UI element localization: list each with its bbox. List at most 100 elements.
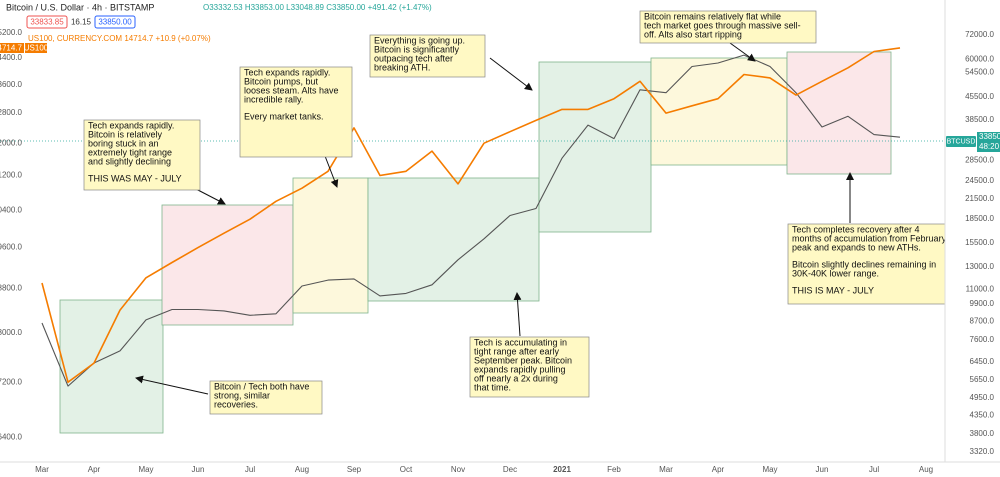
- annotation-box: [369, 34, 486, 78]
- bid-box: [26, 15, 68, 29]
- bid: 33833.85: [30, 18, 64, 27]
- ohlc: O33332.53 H33853.00 L33048.89 C33850.00 …: [203, 3, 432, 12]
- y2-tick-label: 3800.0: [970, 429, 995, 438]
- us100-name: US100: [24, 44, 49, 53]
- x-tick-label: Feb: [607, 465, 621, 474]
- y2-tick-label: 6450.0: [970, 357, 995, 366]
- region: [292, 177, 369, 314]
- y2-tick-label: 9900.0: [970, 299, 995, 308]
- btc-countdown: 48:20: [979, 142, 1000, 151]
- right-axis-bg: [945, 0, 1000, 477]
- y-tick-label: 8800.0: [0, 283, 23, 292]
- y-tick-label: 11200.0: [0, 171, 23, 180]
- annotation-line: Tech completes recovery after 4: [792, 224, 920, 234]
- annotation-box: [469, 336, 590, 398]
- y2-tick-label: 13000.0: [965, 262, 994, 271]
- arrow: [195, 188, 226, 205]
- y-tick-label: 12800.0: [0, 108, 23, 117]
- annotation-line: Tech expands rapidly.: [244, 67, 330, 77]
- y2-tick-label: 21500.0: [965, 194, 994, 203]
- x-tick-label: Jun: [816, 465, 829, 474]
- btc-name: BTCUSD: [947, 138, 976, 145]
- y-tick-label: 13600.0: [0, 80, 23, 89]
- annotation-line: Bitcoin is relatively: [88, 129, 163, 139]
- annotation-line: outpacing tech after: [374, 53, 453, 63]
- x-tick-label: Dec: [503, 465, 517, 474]
- x-tick-label: Mar: [35, 465, 49, 474]
- annotation-line: Every market tanks.: [244, 111, 324, 121]
- series-line: [41, 47, 901, 383]
- ask-box: [94, 15, 136, 29]
- y-tick-label: 10400.0: [0, 205, 23, 214]
- annotation-line: 30K-40K lower range.: [792, 268, 879, 278]
- x-tick-label: Jul: [869, 465, 879, 474]
- y2-tick-label: 54500.0: [965, 68, 994, 77]
- axes: 15200.0 14400.0 13600.0 12800.0 12000.0 11200…: [0, 28, 995, 474]
- annotation-line: months of accumulation from February: [792, 233, 947, 243]
- x-tick-label: Jul: [245, 465, 255, 474]
- annotation: Everything is going up.Bitcoin is signif…: [369, 34, 486, 78]
- x-tick-label: May: [762, 465, 777, 474]
- annotation-line: Tech expands rapidly.: [88, 120, 174, 130]
- y2-tick-label: 28500.0: [965, 156, 994, 165]
- arrow: [135, 375, 209, 395]
- y2-tick-label: 45500.0: [965, 92, 994, 101]
- plot: [41, 47, 901, 387]
- annotation-line: peak and expands to new ATHs.: [792, 242, 921, 252]
- y2-tick-label: 7600.0: [970, 335, 995, 344]
- arrows: [135, 42, 854, 395]
- annotation-line: looses steam. Alts have: [244, 85, 339, 95]
- annotation-box: [83, 119, 201, 191]
- region: [786, 51, 892, 175]
- y2-tick-label: 60000.0: [965, 55, 994, 64]
- annotation-line: strong, similar: [214, 390, 270, 400]
- annotation-line: THIS IS MAY - JULY: [792, 285, 874, 295]
- y2-tick-label: 24500.0: [965, 176, 994, 185]
- y-tick-label: 15200.0: [0, 28, 23, 37]
- annotation-box: [209, 380, 323, 415]
- arrow: [324, 155, 339, 188]
- series-line: [41, 54, 901, 387]
- annotation-box: [239, 66, 353, 158]
- x-tick-label: Aug: [919, 465, 933, 474]
- annotation-box: [639, 10, 817, 44]
- annotation-line: tech market goes through massive sell-: [644, 20, 801, 30]
- annotation-line: boring stuck in an: [88, 138, 159, 148]
- x-tick-label: Aug: [295, 465, 309, 474]
- y2-tick-label: 38500.0: [965, 115, 994, 124]
- annotation-line: off. Alts also start ripping: [644, 29, 742, 39]
- y2-tick-label: 3320.0: [970, 447, 995, 456]
- y-tick-label: 12000.0: [0, 138, 23, 147]
- symbol-title: Bitcoin / U.S. Dollar · 4h · BITSTAMP: [6, 2, 154, 12]
- arrow: [489, 57, 533, 91]
- regions: [59, 51, 892, 434]
- x-tick-label: Sep: [347, 465, 362, 474]
- annotation-line: Bitcoin slightly declines remaining in: [792, 259, 936, 269]
- annotation-line: incredible rally.: [244, 94, 303, 104]
- annotation-line: expands rapidly pulling: [474, 364, 566, 374]
- annotation-line: Bitcoin is significantly: [374, 44, 460, 54]
- us100-price: 14714.7: [0, 44, 23, 53]
- y-tick-label: 8000.0: [0, 328, 23, 337]
- annotation-line: Everything is going up.: [374, 35, 465, 45]
- x-tick-label: Nov: [451, 465, 465, 474]
- annotation-line: THIS WAS MAY - JULY: [88, 173, 182, 183]
- region: [367, 177, 540, 302]
- us100-name-tag: [25, 43, 47, 53]
- y2-tick-label: 8700.0: [970, 317, 995, 326]
- x-tick-label: Apr: [88, 465, 101, 474]
- ask: 33850.00: [98, 18, 132, 27]
- btc-price: 33850: [979, 132, 1000, 141]
- x-tick-label: Oct: [400, 465, 413, 474]
- x-tick-label: Mar: [659, 465, 673, 474]
- annotation-line: Bitcoin / Tech both have: [214, 381, 309, 391]
- x-tick-label: Apr: [712, 465, 725, 474]
- annotation-line: recoveries.: [214, 399, 258, 409]
- region: [59, 299, 164, 434]
- annotation-line: that time.: [474, 382, 511, 392]
- y-tick-label: 7200.0: [0, 377, 23, 386]
